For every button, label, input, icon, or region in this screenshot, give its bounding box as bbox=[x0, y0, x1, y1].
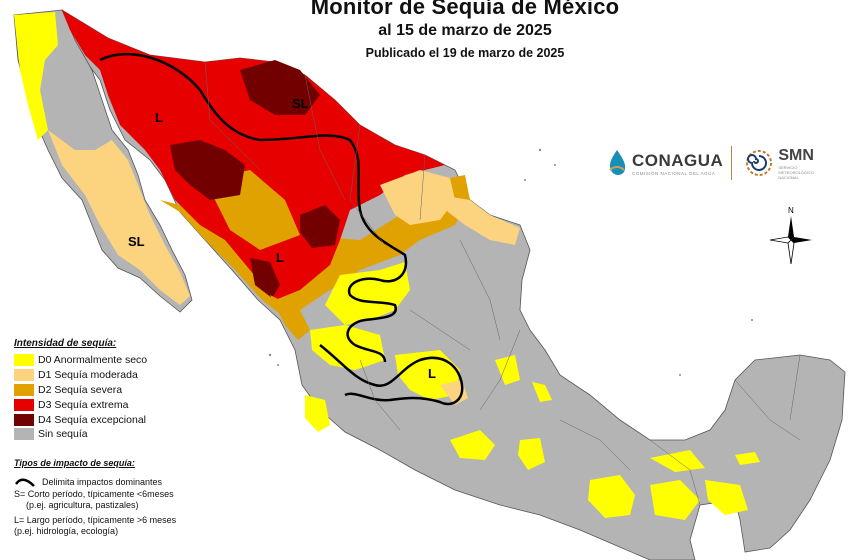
legend-label: D2 Sequía severa bbox=[38, 383, 123, 396]
conagua-subtitle: COMISIÓN NACIONAL DEL AGUA bbox=[632, 170, 716, 176]
zone-d0-guerrero bbox=[450, 430, 495, 460]
legend-swatch bbox=[14, 398, 34, 411]
legend-label: D3 Sequía extrema bbox=[38, 398, 129, 411]
zone-d4-sinaloa bbox=[250, 258, 280, 298]
zone-d4-sonora bbox=[170, 140, 245, 200]
legend-item: D0 Anormalmente seco bbox=[14, 353, 224, 368]
label-sl-baja: SL bbox=[128, 234, 145, 249]
legend-item: D1 Sequía moderada bbox=[14, 368, 224, 383]
legend-item: D3 Sequía extrema bbox=[14, 397, 224, 412]
north-label: N bbox=[788, 206, 794, 215]
impact-long-example: (p.ej. hidrología, ecología) bbox=[14, 526, 119, 536]
impact-legend: Tipos de impacto de sequía: Delimita imp… bbox=[14, 458, 244, 537]
zone-d0-isthmus bbox=[588, 475, 635, 518]
coast-dots bbox=[268, 148, 753, 376]
label-l-northwest: L bbox=[155, 110, 163, 125]
zone-d3-north bbox=[62, 10, 445, 300]
legend-label: D4 Sequía excepcional bbox=[38, 413, 146, 426]
zone-d0-veracruz-south bbox=[532, 382, 552, 402]
impact-line-label: Delimita impactos dominantes bbox=[42, 476, 163, 487]
impact-long: L= Largo período, típicamente >6 meses bbox=[14, 515, 177, 525]
impact-line-icon bbox=[14, 478, 35, 487]
zone-d0-baja-north bbox=[14, 12, 58, 140]
label-l-central: L bbox=[276, 250, 284, 265]
legend-label: D1 Sequía moderada bbox=[38, 369, 138, 382]
smn-name: SMN bbox=[778, 146, 814, 164]
legend-title: Intensidad de sequía: bbox=[14, 338, 117, 349]
legend-swatch bbox=[14, 428, 34, 441]
zone-d0-campeche bbox=[735, 452, 760, 465]
impact-title: Tipos de impacto de sequía: bbox=[14, 458, 135, 468]
legend: Intensidad de sequía: D0 Anormalmente se… bbox=[14, 338, 224, 442]
impact-short-example: (p.ej. agricultura, pastizales) bbox=[26, 500, 139, 510]
zone-d0-veracruz bbox=[495, 355, 520, 385]
zone-d3-baja-tip bbox=[108, 55, 118, 75]
zone-d2-sinaloa-south bbox=[270, 295, 310, 340]
zone-d0-jalisco bbox=[310, 325, 385, 370]
zone-d0-chiapas-east bbox=[705, 480, 748, 515]
smn-logo-icon bbox=[746, 150, 773, 176]
zone-d0-michoacan bbox=[305, 395, 330, 432]
legend-swatch bbox=[14, 413, 34, 426]
legend-swatch bbox=[14, 354, 34, 367]
label-sl-north: SL bbox=[292, 96, 309, 111]
north-arrow-icon: N bbox=[769, 206, 812, 264]
smn-sub3: NACIONAL bbox=[778, 174, 799, 180]
legend-items: D0 Anormalmente seco D1 Sequía moderada D2… bbox=[14, 353, 224, 442]
logo-divider bbox=[731, 146, 733, 180]
conagua-name: CONAGUA bbox=[632, 150, 724, 170]
zone-d4-durango bbox=[300, 205, 340, 248]
legend-item: D2 Sequía severa bbox=[14, 383, 224, 398]
legend-swatch bbox=[14, 383, 34, 396]
zone-d4-chihuahua bbox=[240, 60, 320, 115]
impact-short: S= Corto período, típicamente <6meses bbox=[14, 489, 174, 499]
label-l-bajio: L bbox=[428, 366, 436, 381]
legend-swatch bbox=[14, 369, 34, 382]
legend-label: Sin sequía bbox=[38, 428, 88, 441]
zone-d1-baja bbox=[48, 130, 190, 305]
smn-sub2: METEOROLÓGICO bbox=[778, 169, 815, 175]
impact-line-key: Delimita impactos dominantes bbox=[14, 476, 244, 488]
conagua-logo-icon bbox=[609, 150, 626, 175]
zone-d1-tamaulipas bbox=[440, 195, 520, 245]
legend-label: D0 Anormalmente seco bbox=[38, 354, 148, 367]
legend-item: D4 Sequía excepcional bbox=[14, 412, 224, 427]
legend-item: Sin sequía bbox=[14, 427, 224, 442]
zone-d1-coahuila bbox=[380, 170, 455, 225]
map-date: al 15 de marzo de 2025 bbox=[378, 22, 552, 39]
state-boundaries bbox=[204, 61, 801, 506]
zone-d0-tabasco bbox=[650, 450, 705, 472]
impact-line-northwest bbox=[99, 52, 408, 363]
map-title: Monitor de Sequía de México bbox=[310, 0, 620, 19]
zone-d0-oaxaca bbox=[518, 438, 545, 470]
zone-d0-zacatecas bbox=[325, 262, 410, 325]
impact-line-bajio bbox=[319, 344, 464, 406]
map-published: Publicado el 19 de marzo de 2025 bbox=[365, 46, 565, 60]
zone-d0-chiapas bbox=[650, 480, 700, 520]
smn-sub1: SERVICIO bbox=[778, 164, 798, 170]
logos: CONAGUA COMISIÓN NACIONAL DEL AGUA SMN S… bbox=[606, 140, 814, 186]
